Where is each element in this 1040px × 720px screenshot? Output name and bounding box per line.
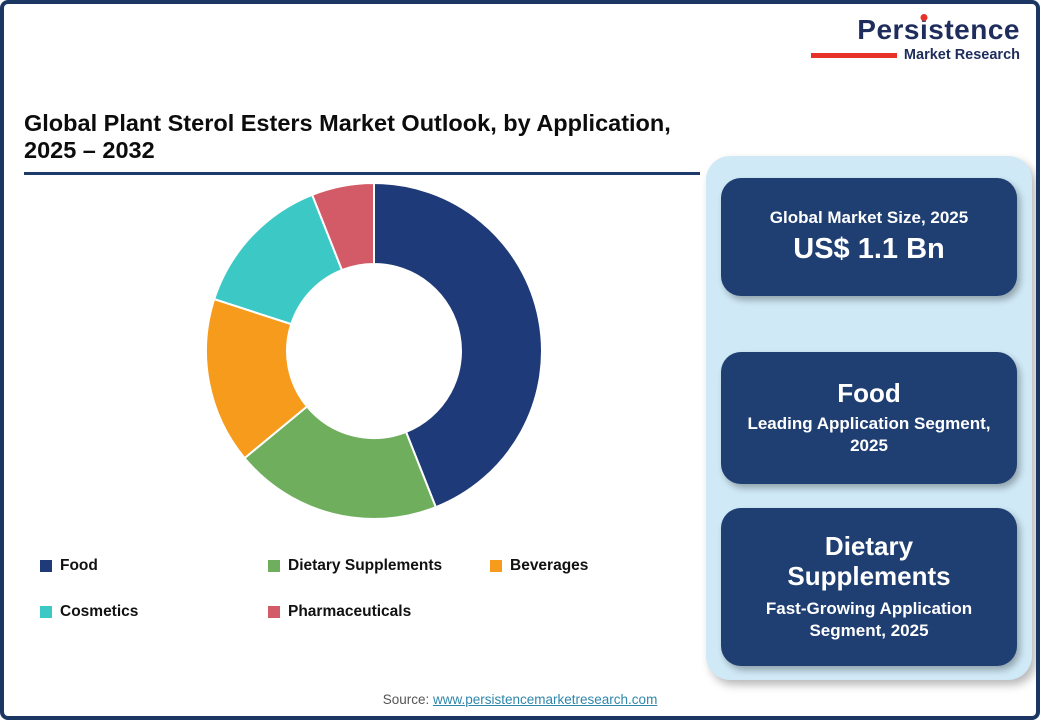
fast-growing-segment-label: Fast-Growing Application Segment, 2025 (765, 598, 973, 640)
brand-subtitle-row: Market Research (810, 47, 1020, 63)
donut-slice-dietary-supplements (243, 405, 438, 520)
leading-segment-name: Food (837, 377, 901, 408)
legend-item-food: Food (40, 557, 268, 575)
brand-logo: Persistence Market Research (810, 16, 1020, 63)
brand-subtitle: Market Research (903, 47, 1020, 63)
legend-swatch (40, 606, 52, 618)
legend-swatch (40, 560, 52, 572)
brand-name-pre: Pers (857, 14, 920, 45)
market-size-value: US$ 1.1 Bn (793, 233, 945, 266)
leading-segment-card: Food Leading Application Segment, 2025 (721, 352, 1017, 484)
brand-name-post: stence (928, 14, 1020, 45)
source-link[interactable]: www.persistencemarketresearch.com (432, 692, 658, 707)
legend-swatch (268, 606, 280, 618)
brand-name-i-reddot: i (920, 14, 929, 45)
market-size-card: Global Market Size, 2025 US$ 1.1 Bn (721, 178, 1017, 296)
legend-label: Beverages (510, 557, 589, 574)
source-line: Source: www.persistencemarketresearch.co… (4, 692, 1036, 707)
legend-item-beverages: Beverages (490, 557, 660, 575)
legend-swatch (490, 560, 502, 572)
source-label: Source: (382, 692, 430, 707)
donut-chart (204, 181, 543, 520)
legend-swatch (268, 560, 280, 572)
legend-label: Cosmetics (60, 603, 139, 620)
fast-growing-segment-card: Dietary Supplements Fast-Growing Applica… (721, 508, 1017, 666)
title-block: Global Plant Sterol Esters Market Outloo… (24, 110, 700, 176)
donut-slice-food (373, 181, 543, 509)
highlight-panel: Global Market Size, 2025 US$ 1.1 Bn Food… (706, 156, 1032, 680)
legend-label: Dietary Supplements (288, 557, 443, 574)
legend-label: Food (60, 557, 98, 574)
donut-chart-area (197, 174, 551, 528)
fast-growing-segment-name: Dietary Supplements (787, 531, 951, 591)
legend-item-dietary-supplements: Dietary Supplements (268, 557, 490, 575)
market-size-label: Global Market Size, 2025 (769, 208, 969, 228)
legend-item-cosmetics: Cosmetics (40, 603, 268, 621)
chart-legend: Food Dietary Supplements Beverages Cosmetic… (40, 557, 660, 621)
brand-name: Persistence (811, 16, 1020, 44)
brand-red-underline (810, 52, 897, 58)
donut-slice-pharmaceuticals (310, 181, 375, 272)
legend-label: Pharmaceuticals (288, 603, 412, 620)
legend-item-pharmaceuticals: Pharmaceuticals (268, 603, 490, 621)
page-title: Global Plant Sterol Esters Market Outloo… (24, 110, 671, 164)
leading-segment-label: Leading Application Segment, 2025 (747, 413, 991, 455)
